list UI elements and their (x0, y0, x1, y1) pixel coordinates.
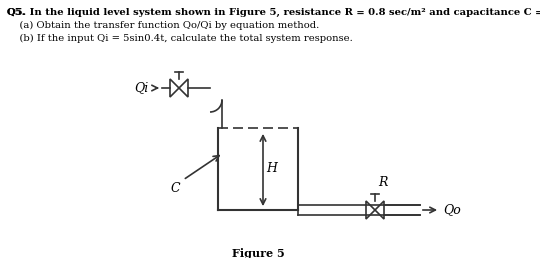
Text: Qi: Qi (134, 82, 148, 94)
Text: Q5.: Q5. (7, 8, 26, 17)
Text: Figure 5: Figure 5 (232, 248, 285, 258)
Text: R: R (378, 176, 387, 189)
Text: H: H (266, 163, 277, 175)
Text: Qo: Qo (443, 204, 461, 216)
Text: (b) If the input Qi = 5sin0.4t, calculate the total system response.: (b) If the input Qi = 5sin0.4t, calculat… (7, 34, 353, 43)
Text: (a) Obtain the transfer function Qo/Qi by equation method.: (a) Obtain the transfer function Qo/Qi b… (7, 21, 319, 30)
Text: C: C (170, 181, 180, 195)
Text: Q5. In the liquid level system shown in Figure 5, resistance R = 0.8 sec/m² and : Q5. In the liquid level system shown in … (7, 8, 540, 17)
